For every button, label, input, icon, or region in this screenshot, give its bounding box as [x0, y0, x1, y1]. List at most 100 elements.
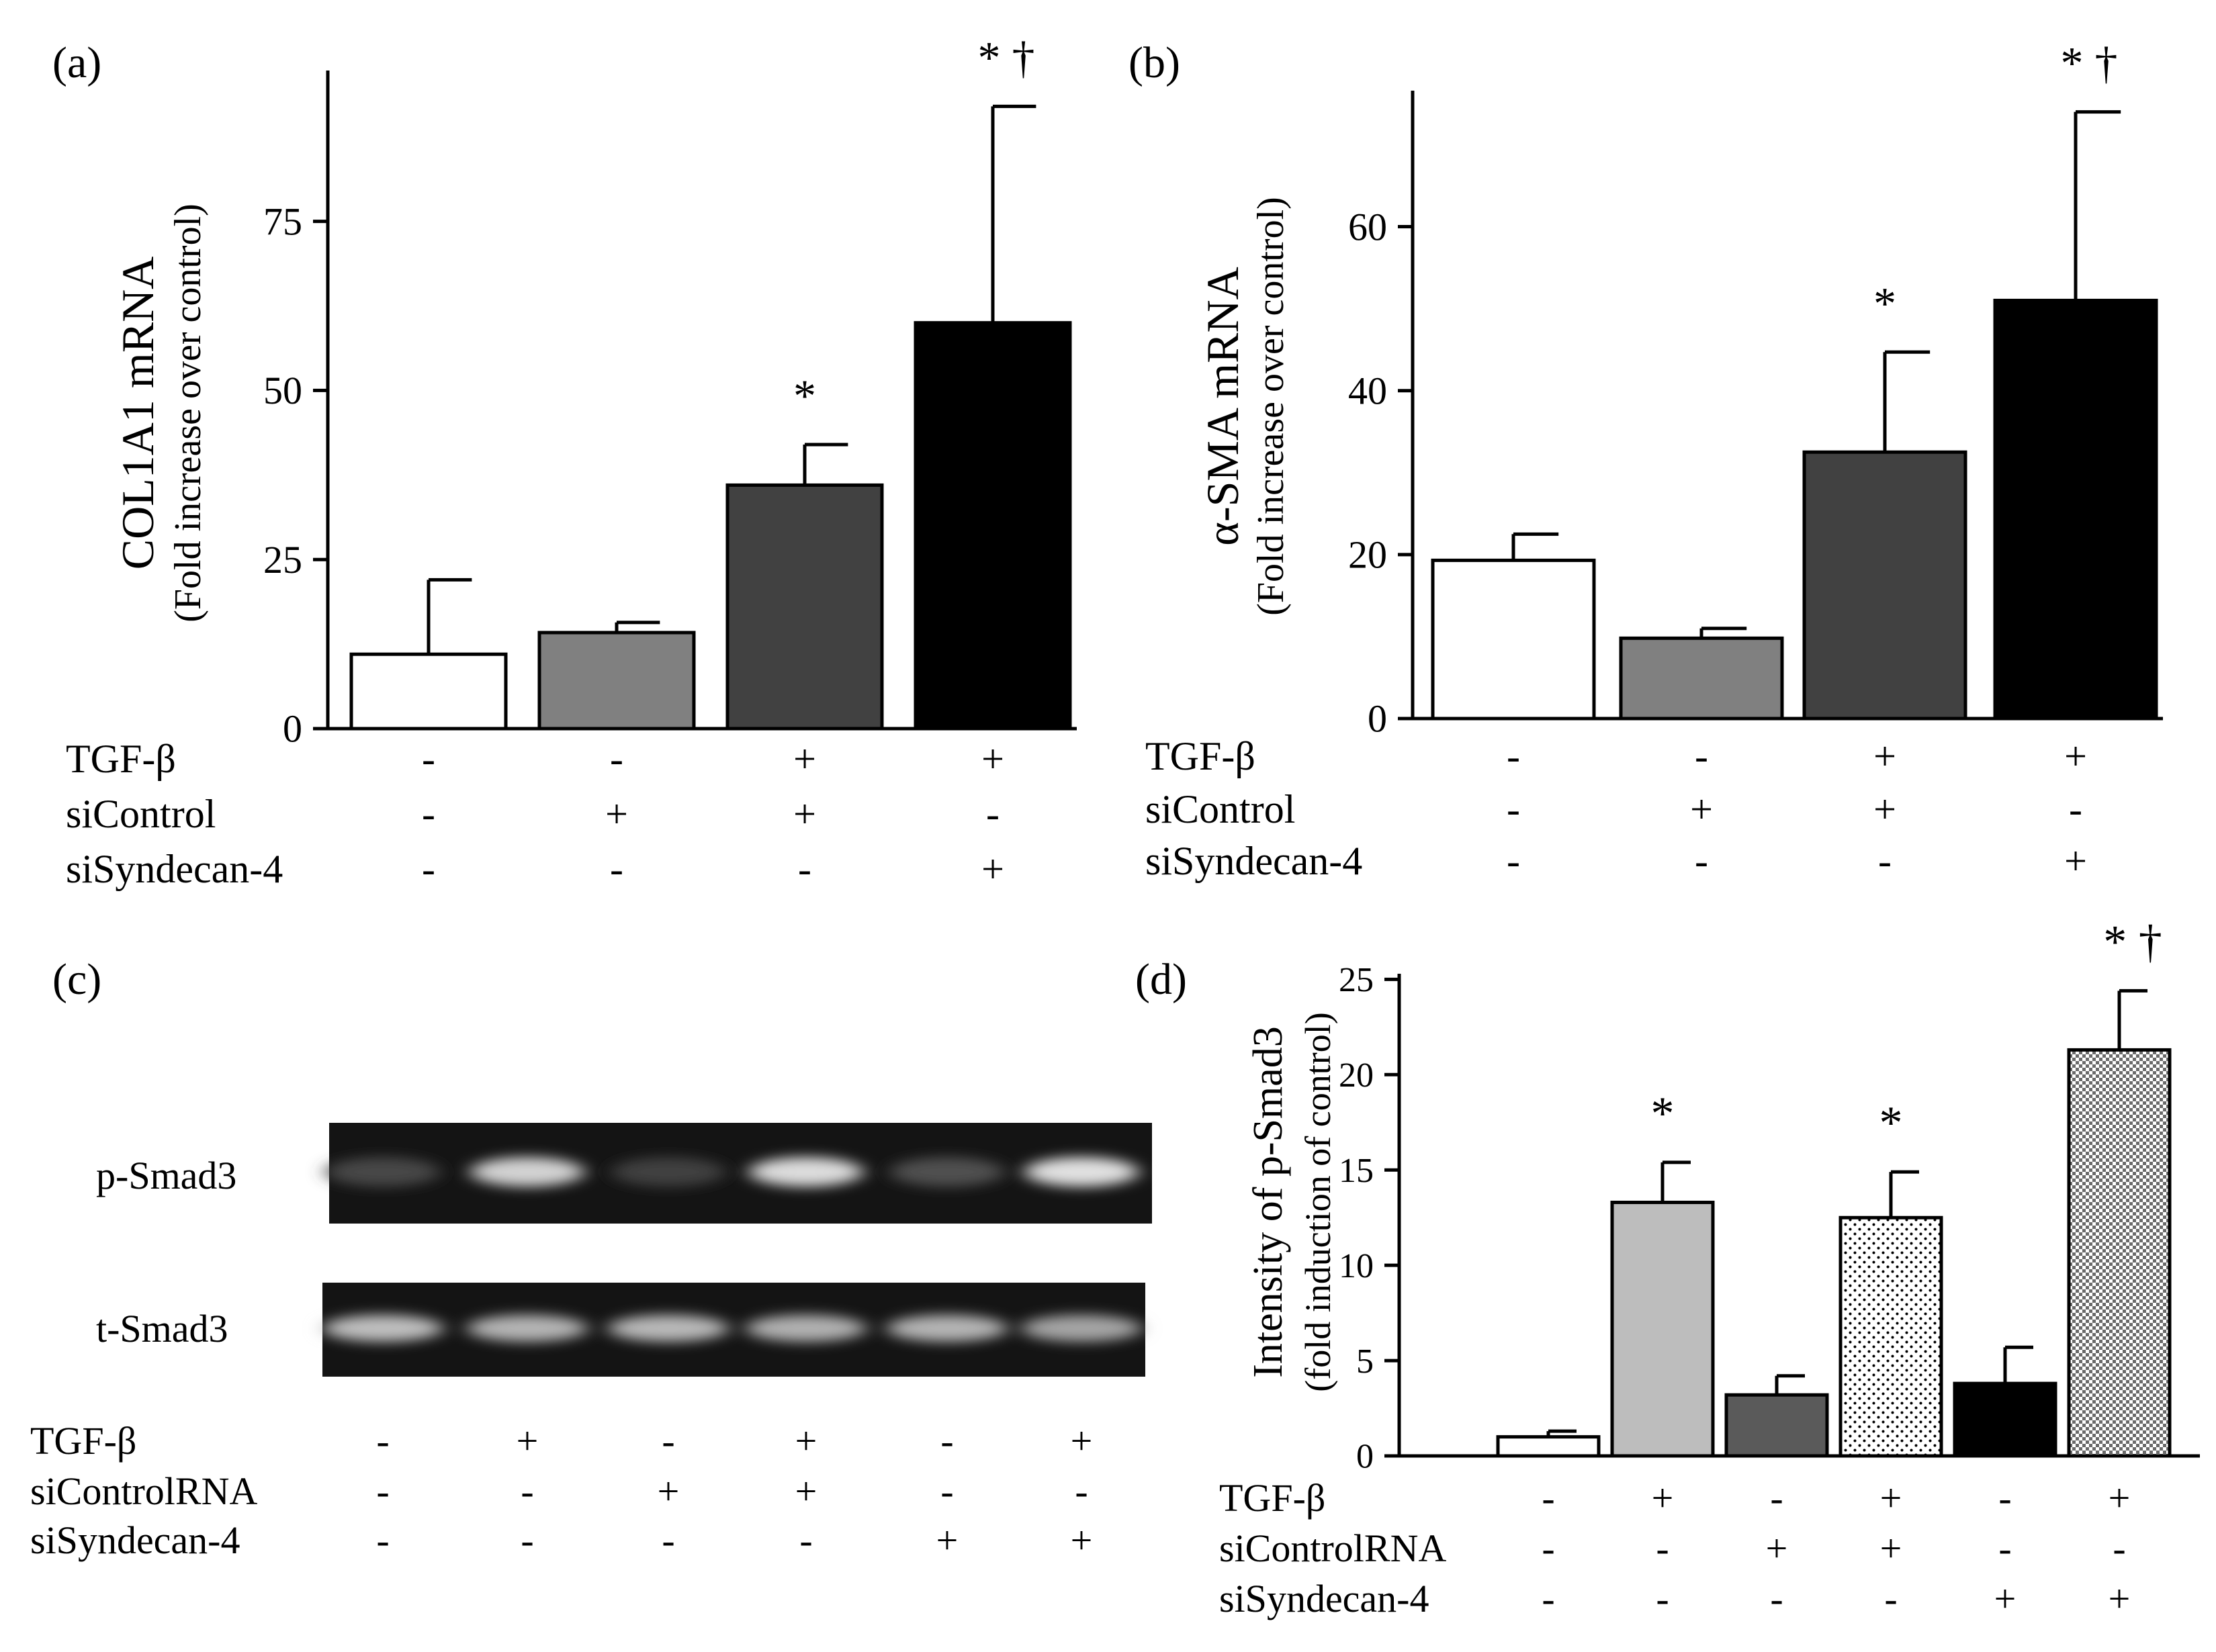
bar: [1619, 636, 1784, 721]
condition-sign: -: [798, 847, 811, 891]
y-tick-label: 15: [1339, 1152, 1374, 1190]
panel-b-conditions: TGF-β - - + + siControl - + + - siSyndecan-4 - - - +: [1145, 734, 2087, 883]
panel-b-ylabel-line1: α-SMA mRNA: [1197, 267, 1248, 545]
panel-c-western-blot: (c) p-Smad3 t-Smad3 TGF-β - + - + - + siControl…: [30, 955, 1152, 1562]
panel-d-plot-area: 0 5 10 15 20 25 * * * †: [1339, 916, 2200, 1476]
condition-sign: -: [521, 1469, 533, 1513]
bar: [1724, 1393, 1829, 1458]
significance-mark: * †: [2061, 38, 2118, 89]
blot-band: [611, 1157, 725, 1187]
panel-a-ylabel-line2: (Fold increase over control): [167, 203, 209, 623]
condition-sign: -: [2113, 1526, 2125, 1570]
condition-sign: +: [1766, 1526, 1788, 1570]
panel-d-y-axis-label: Intensity of p-Smad3 (fold induction of …: [1245, 1012, 1338, 1391]
condition-sign: +: [2064, 839, 2087, 883]
condition-sign: -: [1878, 839, 1892, 883]
y-tick-label: 40: [1348, 369, 1387, 412]
condition-sign: -: [1656, 1526, 1669, 1570]
condition-sign: -: [986, 792, 1000, 836]
condition-sign: -: [1770, 1577, 1783, 1620]
bar: [349, 652, 508, 731]
panel-b-y-axis-label: α-SMA mRNA (Fold increase over control): [1197, 197, 1292, 616]
condition-sign: -: [1507, 787, 1520, 831]
bar: [725, 483, 884, 731]
condition-sign: +: [793, 737, 816, 781]
condition-label: TGF-β: [1145, 734, 1255, 778]
y-tick-label: 25: [263, 538, 302, 582]
condition-sign: +: [1071, 1518, 1093, 1562]
panel-a-plot-area: 0 25 50 75 * * †: [263, 32, 1077, 751]
condition-sign: -: [1998, 1526, 2011, 1570]
panel-d-ylabel-line2: (fold induction of control): [1298, 1012, 1338, 1391]
bar: [914, 321, 1072, 731]
panel-b-ylabel-line2: (Fold increase over control): [1250, 197, 1292, 616]
blot-band: [470, 1157, 584, 1187]
blot-band: [746, 1315, 867, 1342]
condition-sign: -: [1695, 839, 1708, 883]
condition-sign: -: [1075, 1469, 1088, 1513]
condition-sign: -: [1656, 1577, 1669, 1620]
condition-sign: +: [1873, 734, 1896, 778]
bar: [537, 631, 696, 731]
condition-sign: -: [1507, 734, 1520, 778]
y-tick-label: 20: [1339, 1056, 1374, 1095]
condition-sign: -: [1507, 839, 1520, 883]
y-tick-label: 0: [1356, 1438, 1374, 1476]
blot-band: [608, 1315, 729, 1342]
blot-band: [749, 1157, 863, 1187]
bar: [1496, 1435, 1601, 1458]
condition-sign: +: [517, 1419, 539, 1463]
panel-a-chart: (a) COL1A1 mRNA (Fold increase over cont…: [52, 32, 1077, 891]
y-tick-label: 50: [263, 369, 302, 412]
blot-strips: [322, 1123, 1152, 1377]
y-tick-label: 20: [1348, 533, 1387, 577]
condition-label: siSyndecan-4: [30, 1518, 240, 1562]
condition-sign: +: [981, 847, 1004, 891]
condition-sign: +: [1652, 1476, 1674, 1520]
y-tick-label: 25: [1339, 961, 1374, 999]
panel-b-plot-area: 0 20 40 60 * * †: [1348, 38, 2163, 741]
condition-sign: -: [422, 847, 435, 891]
panel-b-label: (b): [1128, 38, 1180, 87]
bar: [1802, 450, 1967, 721]
panel-d-ylabel-line1: Intensity of p-Smad3: [1245, 1026, 1291, 1378]
condition-label: siSyndecan-4: [1145, 839, 1362, 883]
blot-band: [890, 1157, 1004, 1187]
condition-label: siControl: [66, 792, 216, 836]
condition-sign: +: [1880, 1476, 1902, 1520]
panel-c-conditions: TGF-β - + - + - + siControlRNA - - + + - - siSyndecan-…: [30, 1419, 1092, 1562]
y-tick-label: 5: [1356, 1342, 1374, 1381]
condition-sign: +: [605, 792, 628, 836]
condition-sign: -: [422, 737, 435, 781]
panel-a-y-axis-label: COL1A1 mRNA (Fold increase over control): [112, 203, 209, 623]
y-tick-label: 0: [1368, 697, 1387, 741]
blot-band: [326, 1157, 440, 1187]
blot-row1-label: p-Smad3: [96, 1154, 236, 1197]
condition-sign: +: [2064, 734, 2087, 778]
bar: [1953, 1381, 2057, 1458]
y-tick-label: 10: [1339, 1247, 1374, 1285]
condition-sign: -: [376, 1419, 389, 1463]
y-tick-label: 0: [283, 707, 302, 751]
condition-sign: +: [1994, 1577, 2016, 1620]
condition-sign: +: [793, 792, 816, 836]
condition-sign: -: [662, 1419, 674, 1463]
condition-sign: +: [2109, 1577, 2131, 1620]
y-tick-label: 60: [1348, 205, 1387, 248]
condition-label: siControlRNA: [1219, 1526, 1446, 1570]
significance-mark: * †: [978, 32, 1035, 83]
bar: [1610, 1200, 1715, 1458]
panel-a-label: (a): [52, 38, 101, 87]
condition-sign: -: [662, 1518, 674, 1562]
condition-sign: +: [981, 737, 1004, 781]
condition-sign: +: [1880, 1526, 1902, 1570]
condition-sign: -: [610, 737, 623, 781]
condition-sign: -: [940, 1419, 953, 1463]
blot-strip-t-smad3: [322, 1283, 1145, 1377]
panel-b-chart: (b) α-SMA mRNA (Fold increase over contr…: [1128, 38, 2163, 883]
condition-sign: -: [376, 1518, 389, 1562]
condition-sign: -: [2069, 787, 2082, 831]
significance-mark: *: [1879, 1097, 1903, 1149]
panel-a-conditions: TGF-β - - + + siControl - + + - siSyndecan-4 - - - +: [66, 737, 1004, 891]
